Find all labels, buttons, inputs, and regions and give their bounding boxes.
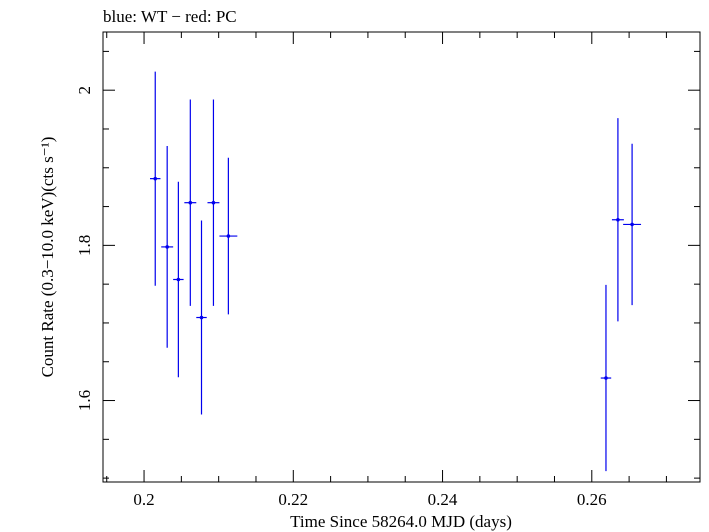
point-marker bbox=[153, 176, 158, 181]
point-marker bbox=[211, 200, 216, 205]
x-tick-label: 0.22 bbox=[278, 490, 308, 509]
chart-title: blue: WT − red: PC bbox=[103, 7, 237, 26]
data-point bbox=[219, 157, 238, 315]
data-point bbox=[600, 284, 612, 472]
data-point bbox=[611, 118, 624, 322]
data-point bbox=[161, 146, 174, 348]
data-point bbox=[207, 99, 220, 306]
point-marker bbox=[188, 200, 193, 205]
x-tick-label: 0.2 bbox=[133, 490, 154, 509]
x-axis-label: Time Since 58264.0 MJD (days) bbox=[290, 512, 512, 531]
data-point bbox=[173, 181, 184, 378]
x-tick-label: 0.24 bbox=[428, 490, 458, 509]
point-marker bbox=[176, 277, 181, 282]
x-tick-label: 0.26 bbox=[577, 490, 607, 509]
point-marker bbox=[630, 222, 634, 227]
plot-frame bbox=[102, 31, 701, 483]
data-point bbox=[150, 71, 161, 286]
axis-tick-labels: 0.2 0.22 0.24 0.26 1.6 1.8 2 bbox=[75, 86, 607, 509]
data-point bbox=[184, 99, 197, 306]
point-marker bbox=[199, 315, 204, 320]
y-tick-label: 2 bbox=[75, 86, 94, 95]
point-marker bbox=[165, 245, 169, 249]
data-point bbox=[623, 143, 642, 306]
point-marker bbox=[616, 217, 620, 222]
axis-ticks bbox=[103, 32, 700, 482]
point-marker bbox=[604, 376, 608, 380]
y-tick-label: 1.6 bbox=[75, 390, 94, 411]
y-axis-label: Count Rate (0.3−10.0 keV)(cts s⁻¹) bbox=[38, 137, 57, 378]
y-tick-label: 1.8 bbox=[75, 235, 94, 256]
point-marker bbox=[226, 234, 231, 238]
data-points bbox=[150, 71, 642, 472]
data-point bbox=[196, 220, 207, 415]
